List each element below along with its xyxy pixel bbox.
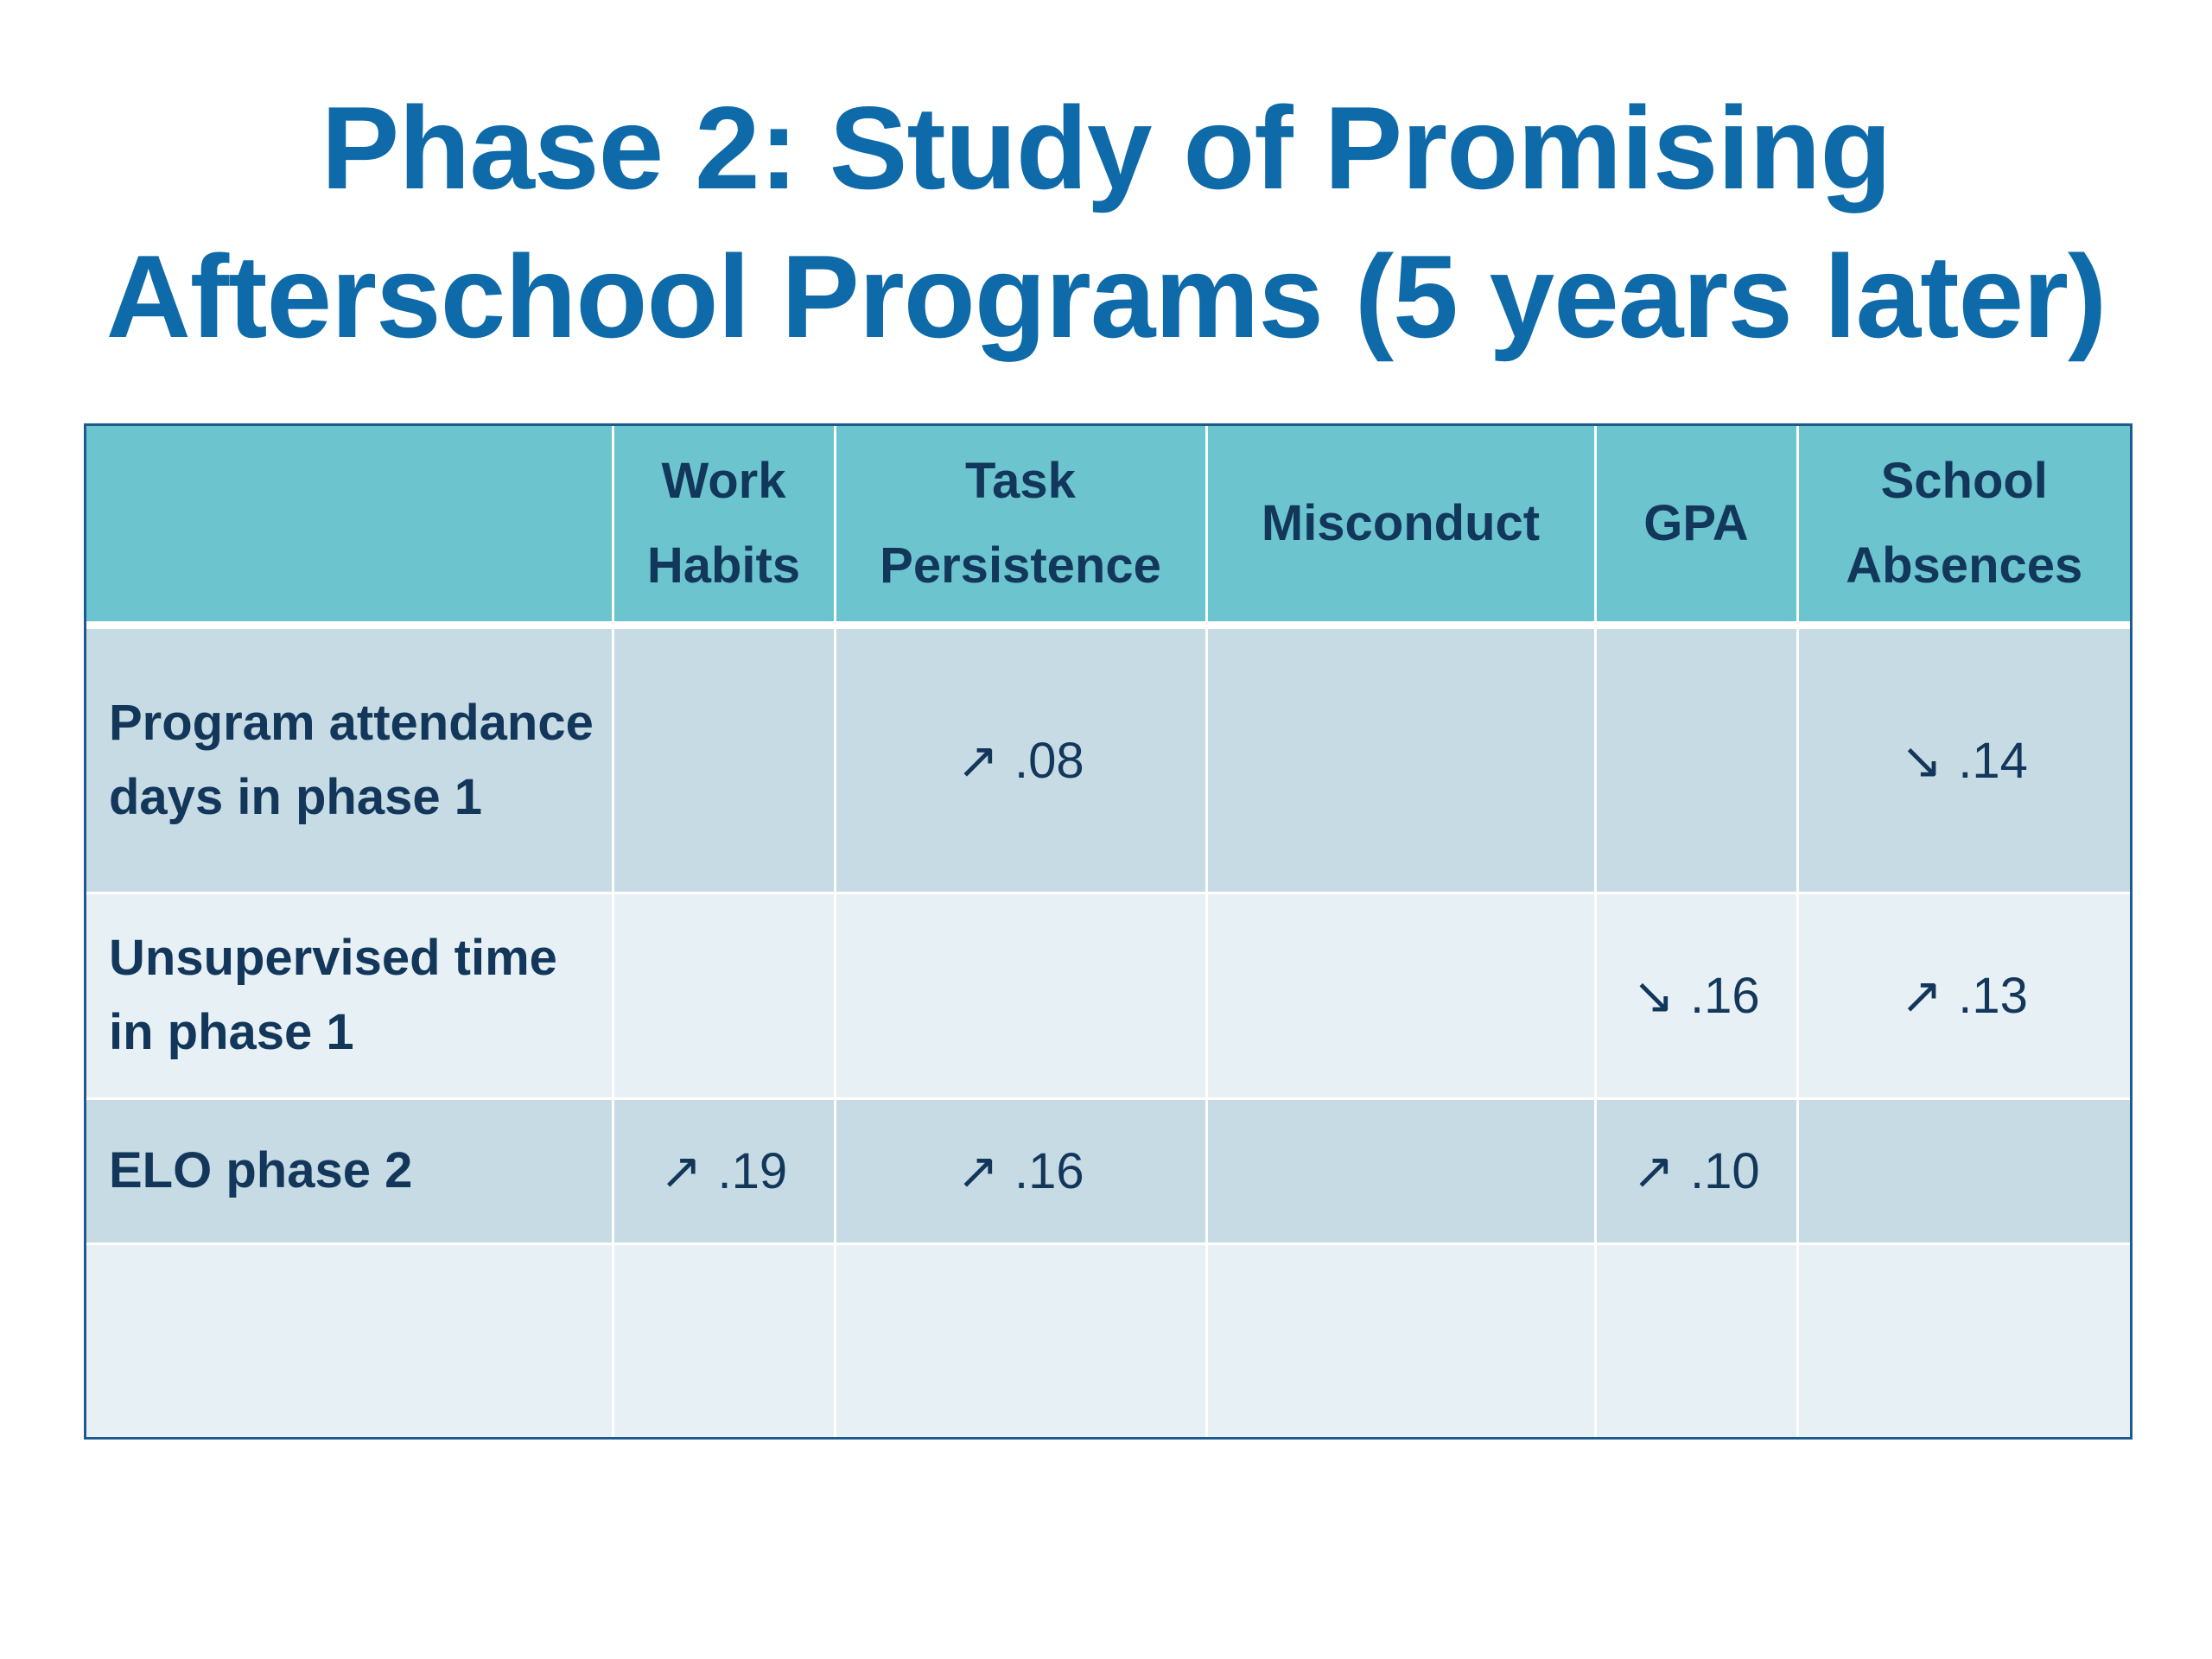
- results-table-grid: Work Habits Task Persistence Misconduct …: [86, 426, 2130, 1437]
- row-label: [86, 1243, 614, 1437]
- table-header-row: Work Habits Task Persistence Misconduct …: [86, 426, 2130, 629]
- cell-value: .10: [1689, 1143, 1760, 1199]
- trend-arrow-icon: ↗: [1900, 968, 1943, 1024]
- table-cell: [1206, 1098, 1597, 1243]
- header-task-persistence-label: Task Persistence: [880, 452, 1161, 594]
- table-cell: ↗ .08: [835, 625, 1208, 893]
- header-work-habits-label: Work Habits: [646, 452, 801, 594]
- row-label: Program attendance days in phase 1: [86, 625, 614, 893]
- table-cell: [835, 893, 1208, 1098]
- cell-value: .08: [1014, 732, 1084, 789]
- title-line-1: Phase 2: Study of Promising: [321, 82, 1892, 213]
- trend-arrow-icon: ↗: [957, 1143, 999, 1199]
- table-cell: [1797, 1098, 2130, 1243]
- table-cell: ↘ .14: [1797, 625, 2130, 893]
- table-row: [86, 1243, 2130, 1437]
- trend-arrow-icon: ↗: [1632, 1143, 1675, 1199]
- table-cell: [1595, 1243, 1799, 1437]
- title-line-2: Afterschool Programs (5 years later): [105, 231, 2107, 362]
- trend-arrow-icon: ↘: [1632, 968, 1675, 1024]
- table-cell: [1206, 1243, 1597, 1437]
- table-cell: ↗ .13: [1797, 893, 2130, 1098]
- table-cell: [1206, 893, 1597, 1098]
- row-label: Unsupervised time in phase 1: [86, 893, 614, 1098]
- table-cell: [835, 1243, 1208, 1437]
- table-cell: [1797, 1243, 2130, 1437]
- header-task-persistence: Task Persistence: [835, 426, 1208, 629]
- table-cell: [613, 893, 836, 1098]
- trend-arrow-icon: ↘: [1900, 732, 1943, 789]
- trend-arrow-icon: ↗: [659, 1143, 702, 1199]
- table-row: ELO phase 2 ↗ .19 ↗ .16 ↗ .10: [86, 1098, 2130, 1243]
- table-cell: ↗ .10: [1595, 1098, 1799, 1243]
- cell-value: .16: [1014, 1143, 1084, 1199]
- header-school-absences-label: School Absences: [1846, 452, 2083, 594]
- cell-value: .19: [717, 1143, 788, 1199]
- header-misconduct: Misconduct: [1206, 426, 1597, 629]
- table-row: Program attendance days in phase 1 ↗ .08 …: [86, 625, 2130, 893]
- table-row: Unsupervised time in phase 1 ↘ .16 ↗ .13: [86, 893, 2130, 1098]
- cell-value: .13: [1958, 968, 2028, 1024]
- row-label: ELO phase 2: [86, 1098, 614, 1243]
- header-school-absences: School Absences: [1797, 426, 2130, 629]
- table-cell: [1206, 625, 1597, 893]
- table-cell: [1595, 625, 1799, 893]
- table-cell: ↗ .16: [835, 1098, 1208, 1243]
- header-gpa: GPA: [1595, 426, 1799, 629]
- table-cell: ↗ .19: [613, 1098, 836, 1243]
- table-cell: [613, 1243, 836, 1437]
- header-corner: [86, 426, 614, 629]
- slide-title: Phase 2: Study of Promising Afterschool …: [0, 73, 2212, 371]
- header-work-habits: Work Habits: [613, 426, 836, 629]
- table-cell: [613, 625, 836, 893]
- cell-value: .14: [1958, 732, 2028, 789]
- results-table: Work Habits Task Persistence Misconduct …: [84, 423, 2133, 1440]
- trend-arrow-icon: ↗: [957, 732, 999, 789]
- cell-value: .16: [1689, 968, 1760, 1024]
- table-cell: ↘ .16: [1595, 893, 1799, 1098]
